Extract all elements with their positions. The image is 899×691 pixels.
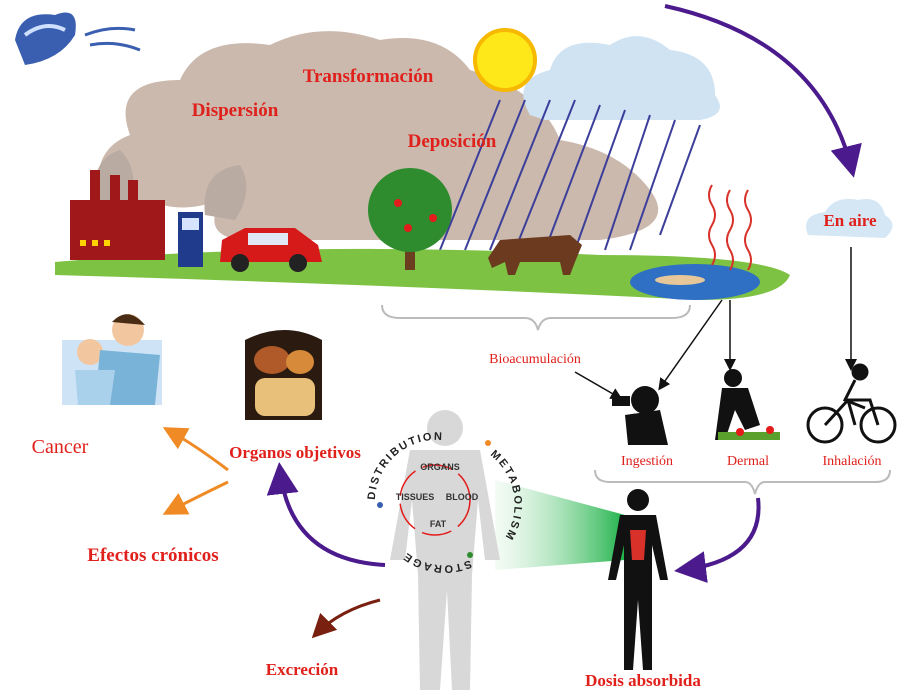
ring-dot <box>485 440 491 446</box>
arrow <box>168 482 228 512</box>
human-silhouette <box>390 410 500 690</box>
bracket <box>382 305 690 330</box>
label-route: Inhalación <box>822 454 881 469</box>
label-deposition: Deposición <box>408 131 497 152</box>
ring-dot <box>467 552 473 558</box>
label-air: En aire <box>823 211 877 230</box>
arrow <box>316 600 380 634</box>
ring-dot <box>377 502 383 508</box>
label-bioaccumulation: Bioacumulación <box>489 352 581 367</box>
label-chronic: Efectos crónicos <box>87 545 218 566</box>
label-targets: Organos objetivos <box>229 443 361 462</box>
label-route: Ingestión <box>621 454 673 469</box>
pond <box>630 264 760 300</box>
arrow <box>575 372 620 398</box>
label-dispersion: Dispersión <box>192 100 279 121</box>
heat-waves <box>709 185 751 270</box>
label-route: Dermal <box>727 454 769 469</box>
fuel-pump <box>178 212 203 267</box>
label-excretion: Excreción <box>266 660 339 679</box>
label-dose: Dosis absorbida <box>585 671 701 690</box>
diagram: Transformación Dispersión Deposición En … <box>0 0 899 691</box>
inner-label: FAT <box>430 519 447 529</box>
arrow <box>682 498 759 570</box>
inner-label: TISSUES <box>396 492 435 502</box>
rain-cloud <box>523 36 720 120</box>
wind-icon <box>15 13 140 66</box>
label-cancer: Cancer <box>32 436 89 458</box>
arrow <box>168 430 228 470</box>
organs-icon <box>245 330 322 420</box>
label-transformation: Transformación <box>303 66 434 87</box>
inner-label: BLOOD <box>446 492 479 502</box>
ingestion-icon <box>612 386 668 445</box>
inner-label: ORGANS <box>420 462 460 472</box>
sun <box>475 30 535 90</box>
inhalation-icon <box>808 365 895 442</box>
arrow <box>660 300 722 388</box>
dermal-icon <box>715 369 780 440</box>
family-icon <box>62 314 162 405</box>
